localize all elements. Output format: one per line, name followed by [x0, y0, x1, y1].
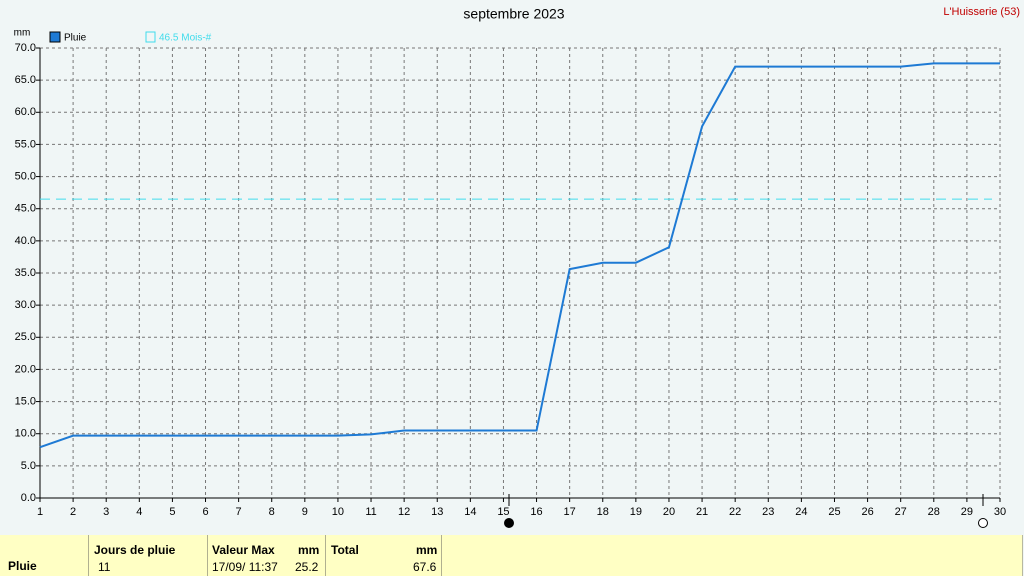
x-tick-label: 28 — [928, 506, 940, 518]
x-tick-label: 27 — [895, 506, 907, 518]
x-tick-label: 30 — [994, 506, 1006, 518]
cell: 11 — [98, 560, 111, 574]
legend-swatch — [49, 31, 61, 43]
cell: 17/09/ 11:37 — [212, 560, 278, 574]
legend-swatch — [145, 31, 156, 43]
x-tick-label: 16 — [530, 506, 542, 518]
x-tick-label: 25 — [828, 506, 840, 518]
y-tick-label: 25.0 — [15, 331, 36, 343]
x-tick-label: 6 — [202, 506, 208, 518]
x-tick-label: 8 — [269, 506, 275, 518]
x-tick-label: 29 — [961, 506, 973, 518]
station-name: L'Huisserie (53) — [943, 6, 1020, 18]
summary-table: Pluie Jours de pluie 11 Valeur Max mm 17… — [0, 535, 1023, 576]
new-moon-icon — [504, 518, 514, 528]
x-tick-label: 4 — [136, 506, 142, 518]
x-tick-label: 21 — [696, 506, 708, 518]
chart-title: septembre 2023 — [463, 6, 564, 22]
x-tick-label: 12 — [398, 506, 410, 518]
y-tick-label: 60.0 — [15, 106, 36, 118]
y-tick-label: 5.0 — [21, 460, 36, 472]
header: Jours de pluie — [94, 543, 176, 557]
x-tick-label: 1 — [37, 506, 43, 518]
x-tick-label: 3 — [103, 506, 109, 518]
y-tick-label: 50.0 — [15, 170, 36, 182]
x-tick-label: 7 — [236, 506, 242, 518]
x-tick-label: 24 — [795, 506, 807, 518]
y-tick-label: 40.0 — [15, 235, 36, 247]
x-tick-label: 9 — [302, 506, 308, 518]
unit: mm — [298, 543, 320, 557]
x-tick-label: 2 — [70, 506, 76, 518]
y-tick-label: 45.0 — [15, 203, 36, 215]
y-unit: mm — [14, 28, 31, 39]
y-tick-label: 55.0 — [15, 138, 36, 150]
legend-label: Pluie — [64, 33, 87, 44]
x-tick-label: 20 — [663, 506, 675, 518]
x-tick-label: 23 — [762, 506, 774, 518]
x-tick-label: 5 — [169, 506, 175, 518]
x-tick-label: 19 — [630, 506, 642, 518]
series-line — [39, 62, 1000, 449]
unit: mm — [416, 543, 438, 557]
header: Valeur Max — [212, 543, 275, 557]
y-tick-label: 10.0 — [15, 428, 36, 440]
legend-label: 46.5 Mois-# — [159, 33, 212, 44]
x-tick-label: 13 — [431, 506, 443, 518]
y-tick-label: 0.0 — [21, 492, 36, 504]
full-moon-icon — [978, 518, 988, 528]
y-tick-label: 15.0 — [15, 395, 36, 407]
y-tick-label: 20.0 — [15, 363, 36, 375]
cell: 25.2 — [295, 560, 319, 574]
y-tick-label: 70.0 — [15, 42, 36, 54]
header: Total — [331, 543, 359, 557]
cell: 67.6 — [413, 560, 437, 574]
x-tick-label: 22 — [729, 506, 741, 518]
x-tick-label: 26 — [861, 506, 873, 518]
x-tick-label: 11 — [365, 506, 376, 518]
x-tick-label: 15 — [497, 506, 509, 518]
x-tick-label: 14 — [464, 506, 476, 518]
row-label: Pluie — [8, 559, 37, 573]
y-tick-label: 35.0 — [15, 267, 36, 279]
x-tick-label: 17 — [564, 506, 576, 518]
y-tick-label: 30.0 — [15, 299, 36, 311]
x-tick-label: 18 — [597, 506, 609, 518]
chart: septembre 2023 L'Huisserie (53) mm 0.0 5.… — [14, 6, 1020, 528]
y-tick-label: 65.0 — [15, 74, 36, 86]
x-tick-label: 10 — [332, 506, 344, 518]
